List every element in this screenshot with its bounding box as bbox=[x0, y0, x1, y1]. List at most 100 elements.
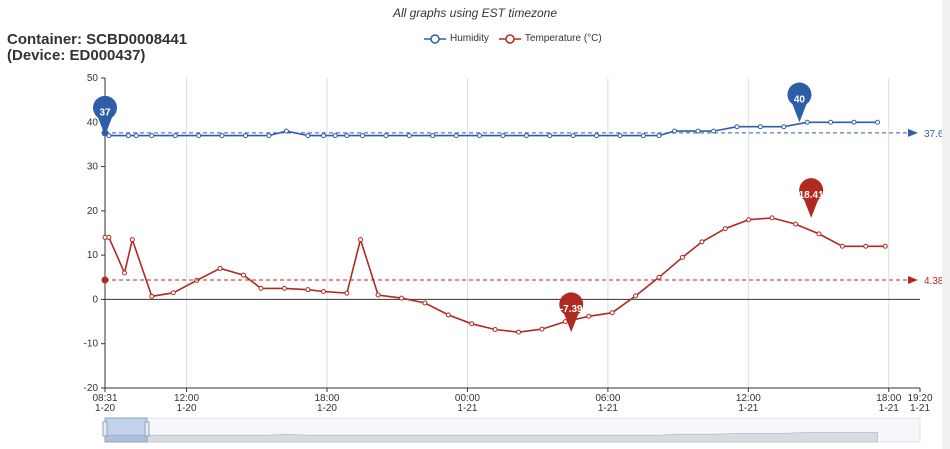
data-point bbox=[133, 133, 139, 139]
data-point bbox=[172, 133, 178, 139]
x-tick-label: 08:31 bbox=[92, 393, 117, 404]
chart-series: 37.6 4.38 bbox=[101, 119, 944, 335]
data-point bbox=[656, 133, 662, 139]
x-tick-label: 18:00 bbox=[314, 393, 339, 404]
min-pin-marker bbox=[559, 292, 584, 333]
zoom-slider[interactable] bbox=[102, 417, 921, 443]
chart-axes: -20-100102030405008:311-2012:001-2018:00… bbox=[84, 73, 933, 414]
data-point bbox=[122, 270, 128, 276]
data-point bbox=[258, 285, 264, 291]
data-point bbox=[500, 133, 506, 139]
data-point bbox=[523, 133, 529, 139]
data-point bbox=[695, 128, 701, 134]
data-point bbox=[422, 300, 428, 306]
data-point bbox=[242, 133, 248, 139]
data-point bbox=[804, 119, 810, 125]
data-point bbox=[453, 133, 459, 139]
x-tick-label: 00:00 bbox=[455, 393, 480, 404]
data-point bbox=[492, 327, 498, 333]
y-tick-label: -10 bbox=[84, 339, 99, 350]
x-tick-label: 18:00 bbox=[876, 393, 901, 404]
x-tick-sublabel: 1-21 bbox=[457, 403, 477, 414]
max-pin-marker bbox=[799, 178, 824, 218]
side-strip bbox=[942, 0, 950, 449]
legend-humidity[interactable]: Humidity bbox=[424, 33, 489, 44]
x-tick-sublabel: 1-20 bbox=[177, 403, 197, 414]
data-point bbox=[699, 239, 705, 245]
data-point bbox=[283, 128, 289, 134]
max-pin-label: 40 bbox=[794, 94, 806, 105]
data-point bbox=[617, 133, 623, 139]
data-point bbox=[344, 133, 350, 139]
legend-temperature[interactable]: Temperature (°C) bbox=[498, 33, 602, 44]
average-label: 4.38 bbox=[924, 276, 944, 287]
data-point bbox=[102, 234, 108, 240]
y-tick-label: 10 bbox=[87, 250, 99, 261]
data-point bbox=[469, 321, 475, 327]
start-pin-marker bbox=[93, 95, 117, 136]
average-label: 37.6 bbox=[924, 129, 944, 140]
data-point bbox=[793, 221, 799, 227]
min-pin-label: -7.39 bbox=[560, 304, 583, 315]
x-tick-sublabel: 1-20 bbox=[95, 403, 115, 414]
average-start-dot bbox=[101, 276, 109, 284]
container-id: Container: SCBD0008441 bbox=[7, 31, 188, 48]
data-point bbox=[219, 133, 225, 139]
data-point bbox=[445, 312, 451, 318]
data-point bbox=[305, 133, 311, 139]
data-point bbox=[240, 272, 246, 278]
x-tick-sublabel: 1-21 bbox=[738, 403, 758, 414]
data-point bbox=[757, 124, 763, 130]
data-point bbox=[746, 217, 752, 223]
data-point bbox=[828, 119, 834, 125]
data-point bbox=[816, 231, 822, 237]
data-point bbox=[281, 285, 287, 291]
data-point bbox=[679, 254, 685, 260]
chart-pins: 37 40 18.41 -7.39 bbox=[93, 82, 824, 333]
y-tick-label: 30 bbox=[87, 162, 99, 173]
data-point bbox=[640, 133, 646, 139]
data-point bbox=[656, 274, 662, 280]
temperature-legend-icon bbox=[498, 33, 521, 44]
data-point bbox=[305, 287, 311, 293]
zoom-window bbox=[104, 417, 148, 443]
zoom-handle-left bbox=[102, 421, 108, 437]
x-tick-label: 19:20 bbox=[907, 393, 932, 404]
data-point bbox=[839, 243, 845, 249]
data-point bbox=[516, 329, 522, 335]
legend-humidity-label: Humidity bbox=[450, 33, 489, 44]
y-tick-label: -20 bbox=[84, 383, 99, 394]
data-point bbox=[633, 293, 639, 299]
data-point bbox=[586, 313, 592, 319]
chart-grid bbox=[186, 78, 890, 388]
x-tick-sublabel: 1-21 bbox=[910, 403, 930, 414]
y-tick-label: 20 bbox=[87, 206, 99, 217]
data-point bbox=[125, 133, 131, 139]
x-tick-label: 12:00 bbox=[174, 393, 199, 404]
zoom-handle-right bbox=[144, 421, 150, 437]
data-point bbox=[406, 133, 412, 139]
start-pin: 37 bbox=[93, 95, 117, 136]
data-point bbox=[383, 133, 389, 139]
data-point bbox=[375, 292, 381, 298]
data-point bbox=[129, 237, 135, 243]
data-point bbox=[863, 243, 869, 249]
data-point bbox=[734, 124, 740, 130]
x-tick-label: 12:00 bbox=[736, 393, 761, 404]
max-pin-label: 18.41 bbox=[799, 190, 824, 201]
x-tick-sublabel: 1-21 bbox=[879, 403, 899, 414]
data-point bbox=[399, 295, 405, 301]
data-point bbox=[594, 133, 600, 139]
data-point bbox=[320, 288, 326, 294]
min-pin: -7.39 bbox=[559, 292, 584, 333]
data-point bbox=[711, 128, 717, 134]
max-pin-marker bbox=[787, 82, 812, 123]
data-point bbox=[570, 133, 576, 139]
x-tick-sublabel: 1-20 bbox=[317, 403, 337, 414]
y-tick-label: 0 bbox=[92, 294, 98, 305]
max-pin: 40 bbox=[787, 82, 812, 123]
data-point bbox=[149, 293, 155, 299]
data-point bbox=[781, 124, 787, 130]
data-point bbox=[149, 133, 155, 139]
